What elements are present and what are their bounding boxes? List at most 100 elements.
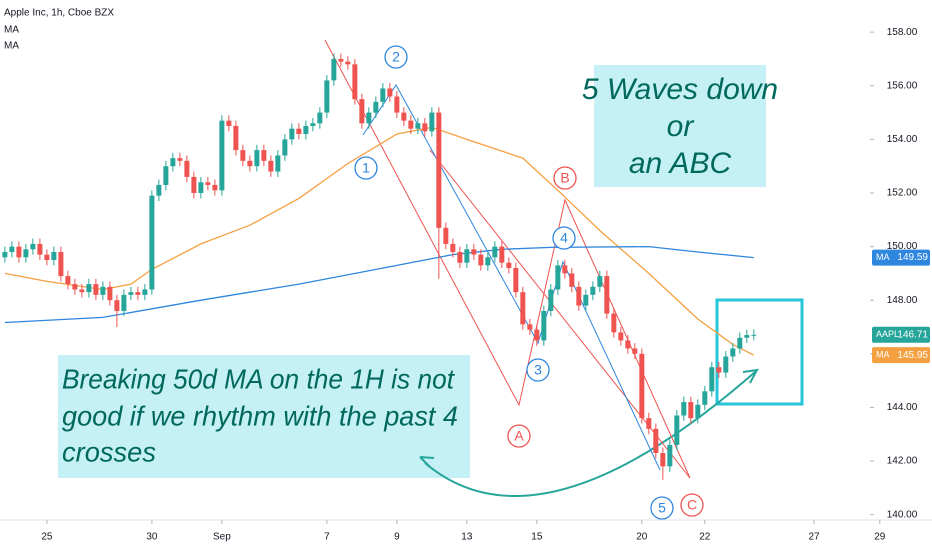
y-tick-label: 144.00 <box>887 402 918 413</box>
candle-body <box>702 391 708 405</box>
candle-body <box>177 158 183 161</box>
candle-body <box>282 139 288 156</box>
wave-label: 3 <box>534 362 542 378</box>
candle-body <box>135 292 141 295</box>
x-tick-label: 7 <box>324 532 330 543</box>
candle-body <box>520 292 526 325</box>
wave-label: 5 <box>658 500 666 516</box>
candle-body <box>422 123 428 132</box>
note-text: an ABC <box>629 147 732 180</box>
candle-body <box>590 286 596 295</box>
y-tick-label: 158.00 <box>887 27 918 38</box>
wave-label: 1 <box>362 160 370 176</box>
candle-body <box>653 428 659 453</box>
candle-body <box>156 184 162 196</box>
candle-body <box>478 254 484 266</box>
candle-body <box>2 251 8 258</box>
candle-body <box>310 123 316 126</box>
y-tick-label: 148.00 <box>887 295 918 306</box>
candle-body <box>527 324 533 330</box>
candle-body <box>37 243 43 255</box>
candle-body <box>688 402 694 419</box>
candle-body <box>30 243 36 250</box>
wave-label: B <box>560 170 569 186</box>
candle-body <box>142 289 148 295</box>
candle-body <box>471 249 477 255</box>
candle-body <box>149 195 155 290</box>
candle-body <box>16 246 22 258</box>
candle-body <box>716 367 722 373</box>
candle-body <box>338 58 344 62</box>
candle-body <box>492 246 498 258</box>
candle-body <box>737 337 743 349</box>
candle-body <box>548 289 554 311</box>
x-tick-label: Sep <box>213 532 231 543</box>
note-text: good if we rhythm with the past 4 <box>62 400 458 431</box>
y-tick-label: 152.00 <box>887 188 918 199</box>
x-tick-label: 30 <box>146 532 158 543</box>
candle-body <box>65 276 71 285</box>
candle-body <box>569 273 575 287</box>
candle-body <box>709 367 715 392</box>
candle-body <box>604 276 610 314</box>
candle-body <box>618 332 624 341</box>
wave-circle <box>680 493 704 517</box>
x-tick-label: 20 <box>636 532 648 543</box>
candle-body <box>597 276 603 287</box>
candle-body <box>58 251 64 277</box>
candle-body <box>261 150 267 161</box>
x-tick-label: 29 <box>874 532 886 543</box>
candle-body <box>457 251 463 263</box>
indicator-label: MA <box>4 41 19 52</box>
candle-body <box>107 286 113 301</box>
candle-body <box>205 182 211 185</box>
price-tag-value: 149.59 <box>897 252 928 263</box>
candle-body <box>247 160 253 167</box>
arrow-head <box>742 368 759 384</box>
wave-circle <box>526 358 550 382</box>
note-text: 5 Waves down <box>582 73 778 106</box>
candle-body <box>289 128 295 140</box>
candle-body <box>233 125 239 151</box>
y-tick-label: 154.00 <box>887 134 918 145</box>
candle-body <box>695 404 701 419</box>
candle-body <box>100 286 106 295</box>
candle-body <box>443 227 449 244</box>
candle-body <box>660 452 666 467</box>
candle-body <box>408 120 414 129</box>
candle-body <box>583 294 589 306</box>
candle-body <box>317 112 323 124</box>
candle-body <box>576 286 582 306</box>
y-tick-label: 140.00 <box>887 509 918 520</box>
candle-body <box>219 120 225 191</box>
candle-body <box>331 58 337 81</box>
wave-label: C <box>687 497 697 513</box>
arrow-head <box>419 456 435 468</box>
wave-label: A <box>514 428 524 444</box>
price-tag-value: 145.95 <box>897 350 928 361</box>
candle-body <box>632 348 638 354</box>
wave-circle <box>507 424 531 448</box>
candle-body <box>9 246 15 252</box>
x-tick-label: 27 <box>808 532 820 543</box>
candle-body <box>401 112 407 121</box>
candle-body <box>506 262 512 269</box>
candle-body <box>646 418 652 429</box>
price-tag-name: MA <box>876 350 890 360</box>
wave-label: 4 <box>560 230 568 246</box>
candle-body <box>723 356 729 373</box>
candle-body <box>562 265 568 274</box>
candle-body <box>184 160 190 177</box>
candle-body <box>254 150 260 167</box>
candle-body <box>485 257 491 266</box>
highlight-box <box>715 298 804 406</box>
note-text: or <box>667 110 695 143</box>
wave-circle <box>354 156 378 180</box>
candle-body <box>639 353 645 419</box>
candle-body <box>429 112 435 132</box>
candle-body <box>373 101 379 113</box>
wave-circle <box>553 166 577 190</box>
candle-body <box>72 284 78 290</box>
candle-body <box>240 150 246 161</box>
candle-body <box>93 284 99 295</box>
